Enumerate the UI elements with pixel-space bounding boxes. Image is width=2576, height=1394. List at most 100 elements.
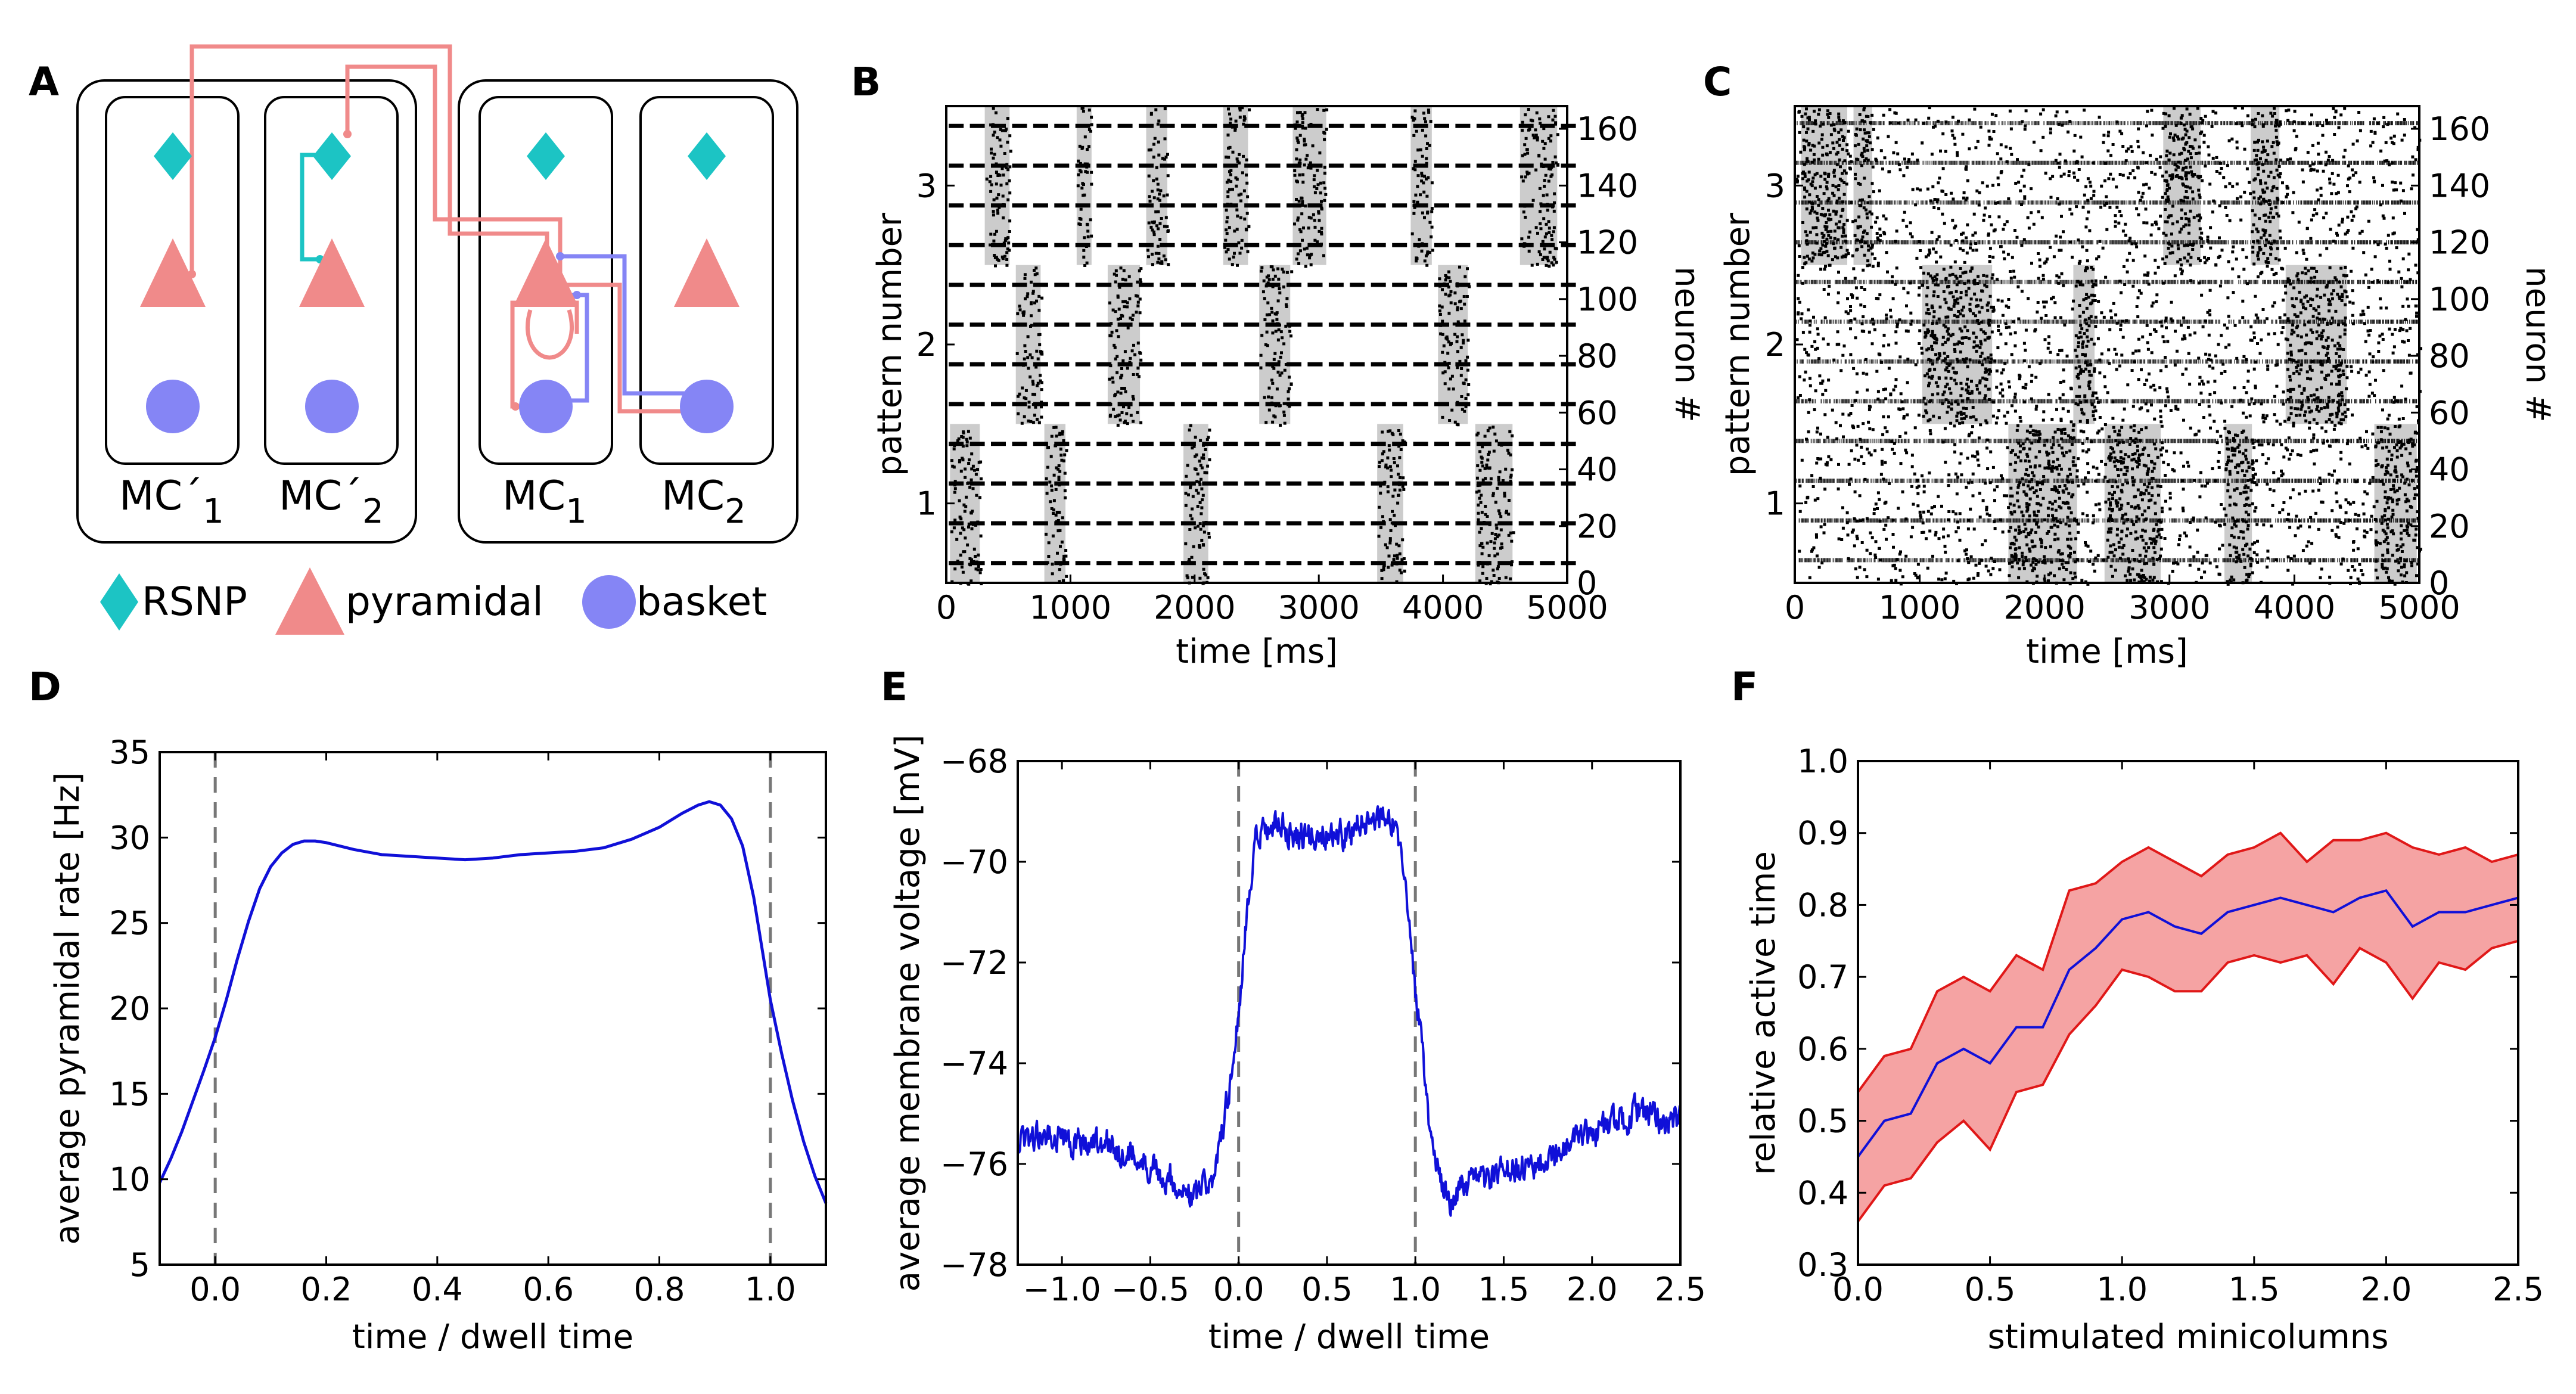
x-tick-label: 1.0	[2096, 1271, 2148, 1308]
x-tick-label: 1.0	[745, 1271, 796, 1308]
x-tick-label: 5000	[1526, 589, 1608, 626]
chart-c-raster: 0 1000 2000 3000 4000 50000204060801001201401…	[1719, 105, 2557, 671]
panel-letter-A: A	[29, 59, 59, 105]
rsnp-diamond-icon	[154, 132, 192, 180]
x-tick-label: 0.2	[301, 1271, 352, 1308]
mc-label: MC´1	[119, 473, 224, 531]
pyramidal-triangle-icon	[674, 238, 739, 307]
x-tick-label: 1.0	[1390, 1271, 1441, 1308]
x-tick-label: 1.5	[1478, 1271, 1530, 1308]
y-left-tick-label: 2	[916, 326, 937, 364]
legend-label-pyramidal: pyramidal	[346, 579, 543, 625]
x-tick-label: 5000	[2378, 589, 2460, 626]
chart-c-ylabel-left: pattern number	[1719, 212, 1757, 476]
y-tick-label: 10	[109, 1161, 150, 1199]
y-right-tick-label: 140	[1577, 167, 1638, 204]
y-right-tick-label: 160	[2429, 110, 2490, 148]
x-tick-label: 2.5	[1655, 1271, 1706, 1308]
chart-e-xlabel: time / dwell time	[1208, 1318, 1490, 1356]
y-right-tick-label: 120	[2429, 224, 2490, 262]
chart-f-frame	[1857, 760, 2519, 1266]
x-tick-label: 0.6	[523, 1271, 574, 1308]
minicolumn-box-mc-1	[478, 96, 613, 465]
chart-c-xlabel: time [ms]	[2026, 632, 2188, 671]
x-tick-label: 0.5	[1301, 1271, 1353, 1308]
minicolumn-box-mc-prime-2	[264, 96, 399, 465]
pyramidal-triangle-icon	[513, 238, 579, 307]
x-tick-label: 1.5	[2229, 1271, 2280, 1308]
y-tick-label: −78	[940, 1246, 1008, 1284]
x-tick-label: −0.5	[1111, 1271, 1189, 1308]
x-tick-label: 2.5	[2493, 1271, 2544, 1308]
y-right-tick-label: 0	[2429, 564, 2449, 602]
active-period-shade	[1259, 265, 1291, 424]
y-tick-label: 0.5	[1797, 1103, 1848, 1140]
y-tick-label: 0.3	[1797, 1246, 1848, 1284]
panel-a-legend: RSNP pyramidal basket	[100, 567, 767, 635]
active-period-shade	[1183, 424, 1208, 583]
basket-circle-icon	[146, 380, 200, 433]
panel-letter-F: F	[1731, 664, 1758, 710]
x-tick-label: 0.8	[634, 1271, 685, 1308]
rsnp-diamond-icon	[527, 132, 565, 180]
y-tick-label: 20	[109, 990, 150, 1027]
x-tick-label: 3000	[1278, 589, 1359, 626]
x-tick-label: 3000	[2128, 589, 2210, 626]
y-right-tick-label: 140	[2429, 167, 2490, 204]
y-right-tick-label: 120	[1577, 224, 1638, 262]
y-left-tick-label: 2	[1765, 326, 1785, 364]
basket-circle-icon	[519, 380, 573, 433]
x-tick-label: 2000	[1154, 589, 1235, 626]
y-left-tick-label: 1	[916, 485, 937, 523]
membrane-voltage-line	[1017, 805, 1682, 1217]
mc-label: MC2	[661, 473, 746, 531]
mc-label: MC1	[502, 473, 587, 531]
chart-d-frame	[159, 751, 827, 1266]
connection-basket-mc2-to-pyramidal-mc1	[560, 254, 703, 396]
y-left-tick-label: 3	[1765, 167, 1785, 204]
legend-label-basket: basket	[636, 579, 767, 625]
chart-b-xlabel: time [ms]	[1176, 632, 1338, 671]
pyramidal-rate-line	[158, 800, 828, 1204]
connection-pyramidal-recurrent-mc1	[526, 309, 574, 360]
y-tick-label: 30	[109, 819, 150, 856]
y-tick-label: 15	[109, 1075, 150, 1113]
y-right-tick-label: 80	[2429, 337, 2470, 375]
y-right-tick-label: 40	[1577, 451, 1618, 489]
y-tick-label: −68	[940, 743, 1008, 780]
chart-b-ylabel-left: pattern number	[871, 212, 909, 476]
upper-bound-line	[1857, 831, 2519, 1093]
y-tick-label: −74	[940, 1045, 1008, 1082]
y-right-tick-label: 60	[2429, 394, 2470, 431]
x-tick-label: 0	[936, 589, 956, 626]
mc-label: MC´2	[279, 473, 384, 531]
chart-d-ylabel: average pyramidal rate [Hz]	[48, 772, 87, 1244]
minicolumn-box-mc-prime-1	[105, 96, 240, 465]
x-tick-label: 1000	[1879, 589, 1960, 626]
x-tick-label: 0.0	[189, 1271, 241, 1308]
hypercolumn-box-right	[458, 79, 798, 544]
y-right-tick-label: 20	[2429, 508, 2470, 545]
rsnp-diamond-icon	[100, 573, 138, 631]
minicolumn-box-mc-2	[639, 96, 774, 465]
basket-circle-icon	[582, 575, 636, 629]
lower-bound-line	[1857, 939, 2519, 1222]
active-spikes	[1801, 107, 2420, 586]
y-tick-label: 35	[109, 734, 150, 771]
y-right-tick-label: 40	[2429, 451, 2470, 489]
y-right-tick-label: 100	[1577, 281, 1638, 318]
active-period-shade	[1410, 106, 1432, 265]
x-tick-label: 0	[1785, 589, 1805, 626]
rsnp-diamond-icon	[313, 132, 351, 180]
y-tick-label: 0.4	[1797, 1174, 1848, 1212]
x-tick-label: 2.0	[1567, 1271, 1618, 1308]
rsnp-diamond-icon	[688, 132, 726, 180]
panel-letter-C: C	[1703, 59, 1732, 105]
panel-a-diagram: MC´1 MC´2 MC1 MC2 RSNP pyramidal basket	[76, 44, 798, 635]
x-tick-label: 0.0	[1213, 1271, 1264, 1308]
y-tick-label: −76	[940, 1145, 1008, 1183]
y-tick-label: 25	[109, 905, 150, 942]
y-left-tick-label: 1	[1765, 485, 1785, 523]
x-tick-label: 4000	[1402, 589, 1484, 626]
